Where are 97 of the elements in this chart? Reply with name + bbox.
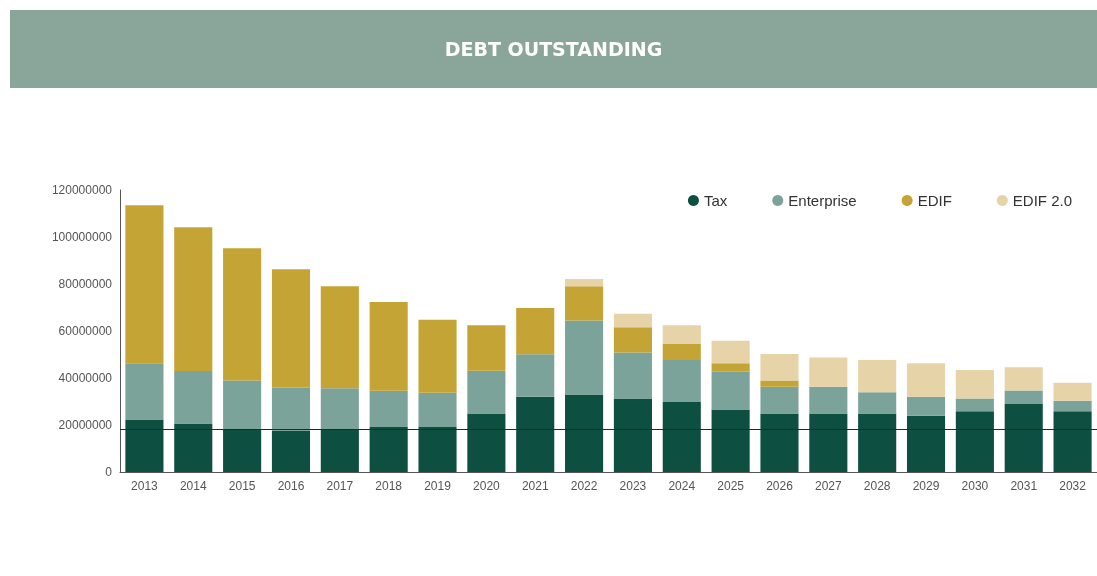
x-tick-label: 2027 [814,479,842,493]
bar [467,325,506,371]
bar [955,398,994,412]
bar [613,313,652,328]
x-tick-label: 2013 [131,479,159,493]
bar [809,413,848,472]
bar [711,409,750,472]
legend-label: EDIF [917,192,952,209]
bar [760,386,799,414]
bar [760,380,799,387]
y-tick-label: 100000000 [51,230,113,244]
bar [858,413,897,472]
x-tick-label: 2017 [326,479,354,493]
x-tick-label: 2021 [521,479,549,493]
bar [613,352,652,399]
bar [320,286,359,389]
y-tick-label: 60000000 [58,324,113,338]
bar [223,429,262,472]
bar [320,429,359,472]
x-tick-label: 2016 [277,479,305,493]
bar [809,357,848,387]
bar [760,413,799,472]
bar [662,401,701,472]
bar [565,394,604,472]
bar [565,286,604,321]
bar [711,371,750,410]
bar [223,248,262,381]
x-tick-label: 2022 [570,479,598,493]
x-tick-label: 2028 [863,479,891,493]
x-tick-label: 2031 [1010,479,1038,493]
bar [174,227,213,371]
bar [174,423,213,472]
bar [1004,404,1043,472]
bar [223,380,262,430]
bar [955,411,994,472]
bar [320,388,359,430]
legend-label: Tax [703,192,728,209]
bar [662,325,701,344]
bar [369,426,408,472]
bar [467,413,506,472]
bar [1004,367,1043,391]
y-tick-label: 40000000 [58,371,113,385]
bar [369,390,408,427]
bar [858,392,897,414]
x-tick-label: 2029 [912,479,940,493]
bar [516,396,555,472]
y-tick-label: 0 [105,465,113,479]
x-tick-label: 2014 [179,479,207,493]
bar [271,269,311,388]
bar [809,386,848,414]
x-tick-label: 2018 [375,479,403,493]
bar [369,302,408,391]
bar [613,327,652,353]
y-tick-label: 80000000 [58,277,113,291]
bar [955,370,994,399]
bar [662,359,701,402]
x-tick-label: 2030 [961,479,989,493]
bar [858,359,897,393]
bar [1053,411,1092,472]
bar [1053,382,1092,401]
bar [271,387,311,431]
bar [906,415,946,472]
bar [1053,400,1092,412]
bar [271,430,311,472]
bar [125,419,164,472]
y-tick-label: 20000000 [58,418,113,432]
chart-title: DEBT OUTSTANDING [10,10,1097,88]
bar [662,343,701,360]
bar [711,363,750,372]
x-tick-label: 2032 [1059,479,1087,493]
bar [565,320,604,395]
legend-label: Enterprise [788,192,857,209]
bar [418,426,457,472]
x-tick-label: 2024 [668,479,696,493]
x-tick-label: 2026 [766,479,794,493]
bar [760,354,799,381]
bar [125,363,164,420]
x-tick-label: 2015 [228,479,256,493]
legend-label: EDIF 2.0 [1012,192,1072,209]
bar [906,363,946,397]
bar [125,205,164,364]
x-tick-label: 2023 [619,479,647,493]
bar [906,396,946,416]
bar [516,354,555,397]
bar [1004,390,1043,405]
bar [711,340,750,364]
bar [418,319,457,393]
x-tick-label: 2020 [473,479,501,493]
bar [516,307,555,355]
bar [174,370,213,424]
y-tick-label: 120000000 [51,183,113,197]
bar [613,398,652,472]
x-tick-label: 2019 [424,479,452,493]
bar [565,279,604,287]
bar [467,370,506,414]
x-tick-label: 2025 [717,479,745,493]
bar [418,392,457,427]
